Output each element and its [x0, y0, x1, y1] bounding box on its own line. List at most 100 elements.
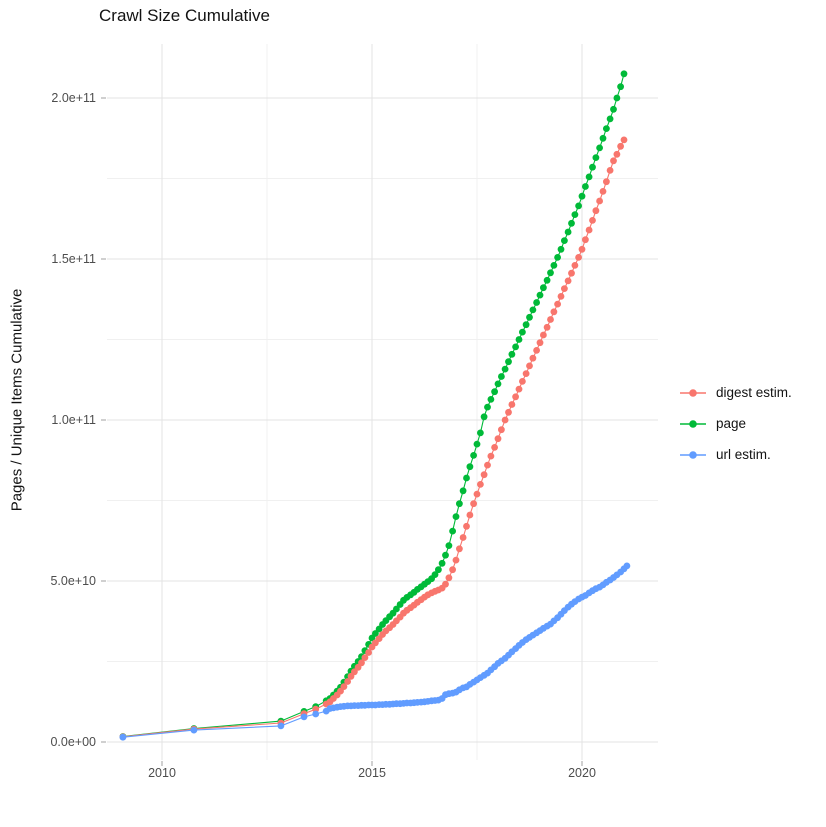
- data-point: [449, 566, 456, 574]
- data-point: [277, 722, 285, 730]
- data-point: [505, 408, 512, 416]
- data-point: [620, 136, 628, 144]
- data-point: [540, 284, 547, 292]
- data-point: [452, 556, 460, 564]
- x-tick-label: 2010: [148, 766, 176, 780]
- data-point: [606, 115, 614, 123]
- data-point: [613, 150, 621, 158]
- data-point: [533, 347, 540, 354]
- data-point: [617, 83, 624, 91]
- data-point: [547, 269, 554, 277]
- data-point: [351, 668, 358, 676]
- data-point: [480, 471, 488, 479]
- data-point: [365, 649, 372, 656]
- data-point: [442, 580, 449, 588]
- data-point: [484, 403, 491, 411]
- data-point: [561, 285, 568, 292]
- data-point: [501, 365, 509, 373]
- data-point: [529, 306, 537, 314]
- legend-key-icon: [680, 419, 706, 428]
- data-point: [554, 254, 561, 261]
- data-point: [466, 463, 474, 471]
- data-point: [547, 316, 554, 323]
- data-point: [522, 370, 530, 377]
- legend-key-point: [689, 450, 697, 459]
- data-point: [519, 328, 526, 336]
- data-point: [477, 429, 484, 437]
- data-point: [617, 142, 624, 150]
- data-point: [480, 413, 488, 421]
- data-point: [568, 219, 575, 227]
- data-point: [466, 511, 474, 519]
- data-point: [498, 373, 505, 380]
- data-point: [501, 416, 509, 424]
- data-point: [557, 245, 565, 253]
- data-point: [393, 605, 400, 613]
- data-point: [543, 323, 551, 331]
- data-point: [575, 202, 582, 210]
- data-point: [459, 534, 467, 541]
- data-point: [526, 313, 533, 321]
- data-point: [578, 245, 586, 253]
- legend-label: digest estim.: [716, 385, 792, 400]
- data-point: [592, 154, 600, 162]
- data-point: [568, 269, 575, 277]
- data-point: [372, 630, 379, 637]
- chart-title: Crawl Size Cumulative: [99, 6, 270, 25]
- data-point: [564, 228, 572, 236]
- data-point: [491, 388, 498, 396]
- data-point: [449, 527, 456, 535]
- data-point: [473, 490, 481, 498]
- x-tick-label: 2015: [358, 766, 386, 780]
- data-point: [533, 299, 540, 306]
- data-point: [610, 157, 617, 165]
- data-point: [312, 710, 320, 718]
- data-point: [477, 481, 484, 488]
- data-point: [578, 192, 586, 200]
- data-point: [431, 571, 439, 578]
- data-point: [526, 362, 533, 370]
- data-point: [435, 566, 442, 574]
- data-point: [361, 654, 369, 661]
- data-point: [561, 237, 568, 245]
- data-point: [445, 574, 453, 582]
- data-point: [358, 659, 365, 667]
- data-point: [515, 336, 523, 343]
- data-point: [603, 178, 610, 186]
- data-point: [463, 522, 470, 530]
- data-point: [613, 94, 621, 102]
- data-point: [456, 500, 463, 508]
- data-point: [536, 339, 544, 347]
- data-point: [529, 354, 537, 362]
- data-point: [463, 474, 470, 482]
- series-line: [122, 565, 628, 738]
- data-point: [473, 440, 481, 448]
- data-point: [512, 343, 519, 351]
- legend-key-icon: [680, 450, 706, 459]
- data-point: [589, 163, 596, 171]
- data-point: [344, 678, 351, 685]
- data-point: [589, 217, 596, 224]
- legend-key-point: [689, 419, 697, 428]
- data-point: [582, 236, 589, 244]
- data-point: [596, 144, 603, 152]
- data-point: [470, 500, 477, 508]
- data-point: [603, 125, 610, 132]
- data-point: [557, 293, 565, 300]
- data-point: [438, 559, 446, 567]
- data-point: [456, 545, 463, 553]
- data-point: [582, 183, 589, 190]
- data-point: [452, 513, 460, 520]
- legend-item-page: page: [679, 408, 792, 439]
- legend-key-point: [689, 388, 697, 397]
- data-point: [484, 461, 491, 469]
- data-point: [119, 733, 127, 741]
- data-point: [606, 167, 614, 174]
- data-point: [300, 713, 308, 721]
- data-point: [512, 393, 519, 401]
- data-point: [505, 358, 512, 366]
- data-point: [190, 726, 198, 734]
- x-tick-label: 2020: [568, 766, 596, 780]
- data-point: [585, 226, 593, 234]
